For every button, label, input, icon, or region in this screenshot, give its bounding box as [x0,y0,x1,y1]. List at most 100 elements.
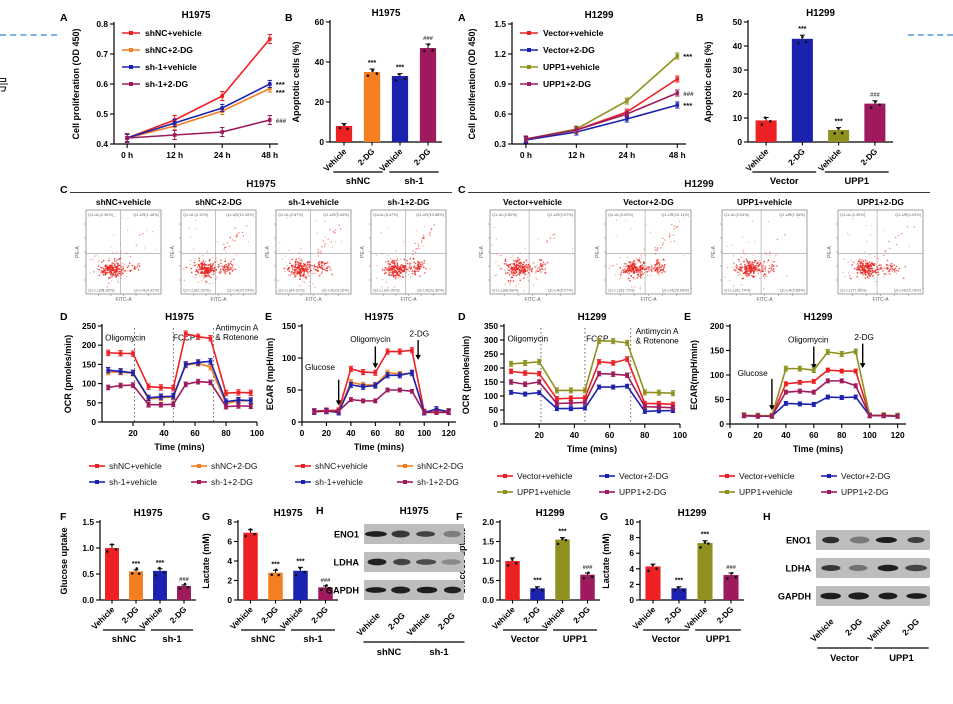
group-label: sh-1 [404,175,423,186]
significance-label: *** [683,52,692,61]
svg-text:shNC+vehicle: shNC+vehicle [145,28,202,38]
panel-label-b-right: B [696,12,704,24]
legend-item: UPP1+vehicle [718,487,814,497]
svg-text:4: 4 [629,564,634,574]
series-sh-1+vehicle [106,358,253,405]
svg-text:Glucose: Glucose [738,369,768,378]
lane-label: 2-DG [386,610,407,631]
group-label: Vector [770,175,799,186]
svg-text:Vehicle: Vehicle [138,605,165,632]
svg-text:Q1-UR(10.26%): Q1-UR(10.26%) [226,212,255,217]
svg-text:4: 4 [227,556,232,566]
flow-plot-label: shNC+2-DG [195,197,242,207]
svg-text:Q1-UR(9.45%): Q1-UR(9.45%) [323,212,349,217]
svg-text:PE-A: PE-A [827,246,833,258]
svg-text:0: 0 [629,595,634,605]
chart-title: H1975 [365,312,394,323]
bar-Vehicle-2 [293,566,308,600]
svg-text:300: 300 [484,335,498,345]
panel-label-g-right: G [600,511,609,523]
lane-label: Vehicle [404,610,432,638]
svg-text:Q1-LR(4.32%): Q1-LR(4.32%) [134,288,160,293]
svg-text:200: 200 [484,363,498,373]
svg-text:Q1-LR(23.16%): Q1-LR(23.16%) [322,288,350,293]
svg-text:2-DG: 2-DG [663,605,683,625]
bar-Vehicle-0 [105,543,119,600]
svg-text:50: 50 [287,385,297,395]
svg-text:Lactate (mM): Lactate (mM) [201,533,211,589]
svg-text:0.6: 0.6 [494,109,506,119]
svg-text:Vehicle: Vehicle [322,147,349,174]
bar-Vehicle-2 [391,72,409,142]
legend-item: UPP1+2-DG [598,487,696,497]
svg-text:60: 60 [809,430,819,440]
chart-title: H1299 [806,8,835,19]
svg-text:Q1-LL(53.72%): Q1-LL(53.72%) [608,288,635,293]
group-label: UPP1 [845,175,870,186]
svg-text:Glucose uptake: Glucose uptake [59,527,69,594]
flow-plot-sh1-2dg: sh-1+2-DG Q1-UL(3.47%) Q1-UR(13.88%) Q1-LL(… [360,197,447,303]
svg-text:FCCP: FCCP [586,334,609,343]
svg-text:PE-A: PE-A [360,246,366,258]
flow-plot-vector-2dg: Vector+2-DG Q1-UL(3.09%) Q1-UR(15.11%) Q1-L… [595,197,692,303]
svg-text:Oligomycin: Oligomycin [350,335,391,344]
svg-text:0.5: 0.5 [82,569,94,579]
svg-text:0: 0 [300,428,305,438]
svg-text:1.5: 1.5 [482,537,494,547]
svg-text:Time (mins): Time (mins) [354,442,404,452]
legend-ocr-h1299: Vector+vehicle Vector+2-DG UPP1+vehicle UPP… [496,471,696,497]
svg-text:Lactate (mM): Lactate (mM) [601,533,611,589]
blot-row-GAPDH: GAPDH [326,580,464,600]
svg-text:Vehicle: Vehicle [229,605,256,632]
panel-label-h-left: H [316,505,324,517]
svg-text:Oligomycin: Oligomycin [105,334,146,343]
svg-text:Oligomycin: Oligomycin [508,334,549,343]
svg-text:1.5: 1.5 [82,517,94,527]
svg-text:OCR (pmoles/min): OCR (pmoles/min) [63,335,73,414]
chart-apoptosis-h1975: H1975 0 20 40 60 Apoptotic cells (%) Vehicle **… [291,8,442,186]
svg-text:FITC-A: FITC-A [640,297,657,303]
chart-title: H1975 [274,508,303,519]
svg-text:Q1-LL(62.33%): Q1-LL(62.33%) [183,288,210,293]
svg-text:Q1-LR(28.08%): Q1-LR(28.08%) [662,288,690,293]
svg-text:Q1-LR(24.29%): Q1-LR(24.29%) [227,288,255,293]
svg-text:8: 8 [227,517,232,527]
svg-text:PE-A: PE-A [170,246,176,258]
svg-text:Q1-UR(13.88%): Q1-UR(13.88%) [416,212,445,217]
flow-plot-shnc-vehicle: shNC+vehicle Q1-UL(2.35%) Q1-UR(1.48%) Q1-L… [75,197,162,303]
svg-text:100: 100 [863,430,877,440]
svg-text:0: 0 [728,430,733,440]
svg-text:40: 40 [315,57,325,67]
legend-item: sh-1+2-DG [190,477,260,487]
panel-label-f-left: F [60,511,67,523]
flow-plot-upp1-2dg: UPP1+2-DG Q1-UL(2.39%) Q1-UR(4.03%) Q1-LL(7… [827,197,924,303]
svg-text:Q1-LL(91.74%): Q1-LL(91.74%) [724,288,751,293]
series-sh-1+2-DG [106,378,253,410]
bar-2-DG-1 [530,586,545,600]
series-Vector+vehicle [508,356,676,408]
svg-text:48 h: 48 h [669,150,686,160]
flow-plot-label: Vector+2-DG [623,197,674,207]
svg-text:40: 40 [733,41,743,51]
flow-title-left: H1975 [246,179,276,190]
svg-text:20: 20 [128,428,138,438]
svg-text:0: 0 [719,419,724,429]
svg-text:100: 100 [250,428,264,438]
svg-text:Q1-LR(6.07%): Q1-LR(6.07%) [548,288,574,293]
flow-plot-label: UPP1+2-DG [857,197,904,207]
svg-text:FITC-A: FITC-A [305,297,322,303]
svg-text:Q1-UL(3.47%): Q1-UL(3.47%) [373,212,399,217]
chart-title: H1299 [585,10,614,21]
svg-text:PE-A: PE-A [75,246,81,258]
svg-text:24 h: 24 h [214,150,231,160]
series-shNC+2-DG [312,369,451,415]
svg-text:Q1-LR(33.30%): Q1-LR(33.30%) [417,288,445,293]
svg-text:20: 20 [753,430,763,440]
svg-text:sh-1+vehicle: sh-1+vehicle [145,62,197,72]
flow-section-header-left: H1975 [70,179,452,193]
panel-label-h-right: H [763,511,771,523]
series-UPP1+vehicle [508,337,676,397]
flow-section-header-right: H1299 [468,179,930,193]
svg-text:10: 10 [625,517,635,527]
